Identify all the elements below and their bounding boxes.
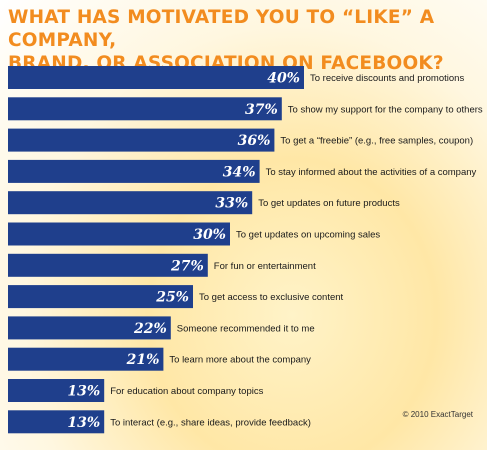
bar-value-label-1: 40%: [267, 71, 300, 87]
bar-10: [8, 347, 164, 371]
category-label-1: To receive discounts and promotions: [310, 73, 464, 84]
category-label-8: To get access to exclusive content: [199, 292, 344, 303]
bar-8: [8, 285, 193, 309]
bar-value-label-5: 33%: [215, 196, 248, 212]
bar-value-label-10: 21%: [126, 352, 160, 368]
category-label-11: For education about company topics: [110, 386, 263, 397]
bar-value-label-7: 27%: [170, 258, 204, 274]
bar-1: [8, 66, 304, 89]
bar-value-label-3: 36%: [238, 133, 271, 149]
category-label-4: To stay informed about the activities of…: [266, 167, 477, 178]
category-label-10: To learn more about the company: [169, 355, 311, 366]
category-label-5: To get updates on future products: [258, 198, 400, 209]
bar-6: [8, 222, 230, 246]
bar-5: [8, 191, 253, 215]
bar-value-label-9: 22%: [133, 321, 167, 337]
bar-4: [8, 159, 260, 183]
bar-9: [8, 316, 171, 340]
category-label-7: For fun or entertainment: [214, 261, 316, 272]
copyright-notice: © 2010 ExactTarget: [402, 410, 473, 419]
bar-value-label-2: 37%: [245, 102, 278, 118]
bar-2: [8, 97, 282, 121]
bar-value-label-4: 34%: [223, 164, 256, 180]
category-label-12: To interact (e.g., share ideas, provide …: [110, 417, 311, 428]
bar-3: [8, 128, 275, 152]
category-label-3: To get a “freebie” (e.g., free samples, …: [280, 136, 473, 147]
bar-11: [8, 379, 105, 402]
bar-12: [8, 410, 105, 434]
bar-value-label-8: 25%: [155, 290, 189, 306]
category-label-9: Someone recommended it to me: [177, 323, 315, 334]
category-label-6: To get updates on upcoming sales: [236, 230, 380, 241]
category-label-2: To show my support for the company to ot…: [288, 104, 483, 115]
bar-value-label-6: 30%: [193, 227, 226, 243]
bar-value-label-12: 13%: [67, 415, 100, 431]
bar-value-label-11: 13%: [67, 384, 100, 400]
bar-7: [8, 253, 208, 277]
